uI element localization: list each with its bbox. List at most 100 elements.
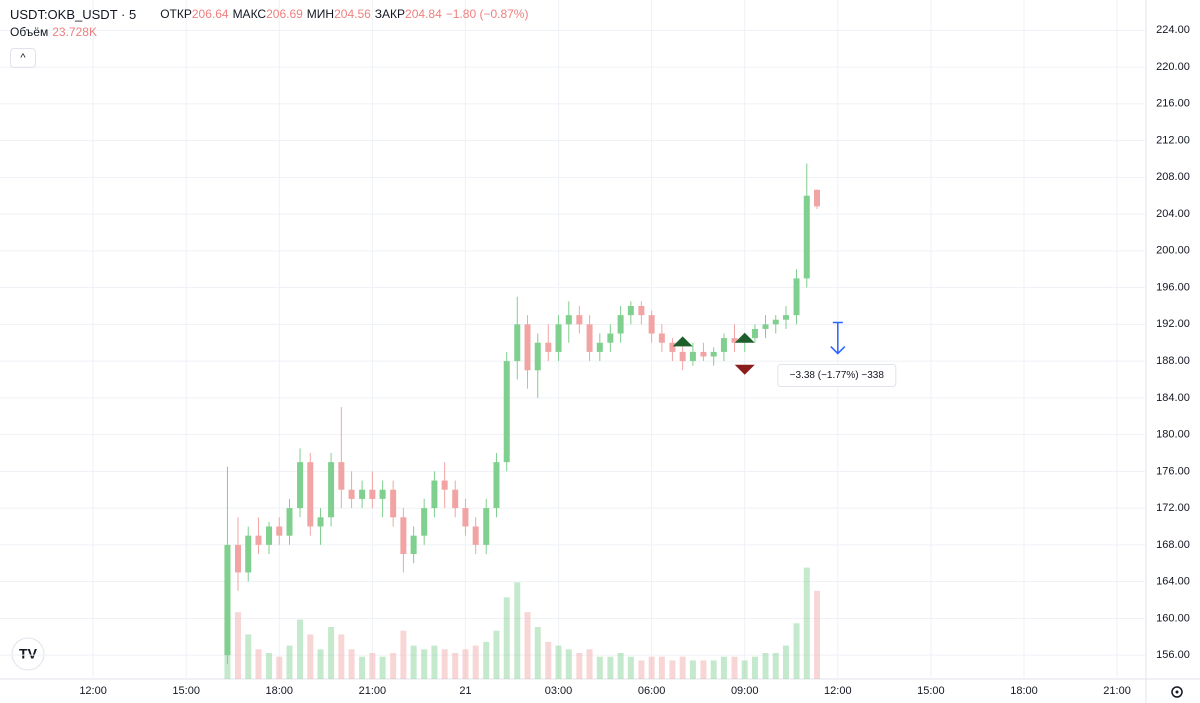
x-tick-label: 12:00 xyxy=(824,685,852,697)
volume-bar xyxy=(410,645,417,679)
measure-label: −3.38 (−1.77%) −338 xyxy=(790,370,885,381)
y-tick-label: 172.00 xyxy=(1156,502,1190,514)
candle-body xyxy=(679,351,686,362)
volume-bar xyxy=(751,656,758,679)
y-tick-label: 168.00 xyxy=(1156,539,1190,551)
candle-body xyxy=(276,526,283,536)
volume-bar xyxy=(638,660,645,679)
volume-bar xyxy=(555,645,562,679)
candle-body xyxy=(503,361,510,463)
candle-body xyxy=(689,351,696,362)
volume-bar xyxy=(586,649,593,679)
trade-marker xyxy=(672,336,693,347)
candle-body xyxy=(379,489,386,499)
candle-body xyxy=(286,508,293,536)
volume-bar xyxy=(452,653,459,679)
volume-bar xyxy=(689,660,696,679)
volume-value: 23.728K xyxy=(52,25,97,39)
volume-bar xyxy=(400,630,407,679)
x-tick-label: 09:00 xyxy=(731,685,759,697)
high-value: 206.69 xyxy=(266,7,303,21)
volume-bar xyxy=(648,656,655,679)
x-tick-label: 12:00 xyxy=(79,685,107,697)
candle-body xyxy=(369,489,376,499)
volume-bar xyxy=(596,656,603,679)
candle-body xyxy=(751,328,758,339)
volume-bar xyxy=(576,653,583,679)
volume-bar xyxy=(472,645,479,679)
candle-body xyxy=(782,315,789,320)
volume-bar xyxy=(700,660,707,679)
candle-body xyxy=(452,489,459,509)
candle-body xyxy=(307,462,314,527)
legend: USDT:OKB_USDT · 5 ОТКР 206.64 МАКС 206.69 … xyxy=(10,5,532,41)
candle-body xyxy=(627,305,634,316)
volume-bar xyxy=(245,634,252,679)
candle-body xyxy=(772,319,779,325)
candle-body xyxy=(700,351,707,357)
candle-body xyxy=(555,324,562,352)
candle-body xyxy=(576,315,583,325)
volume-bar xyxy=(421,649,428,679)
volume-bar xyxy=(348,649,355,679)
y-tick-label: 224.00 xyxy=(1156,24,1190,36)
volume-bar xyxy=(782,645,789,679)
x-tick-label: 03:00 xyxy=(545,685,573,697)
volume-bar xyxy=(565,649,572,679)
volume-bar xyxy=(255,649,262,679)
y-tick-label: 156.00 xyxy=(1156,649,1190,661)
trade-marker xyxy=(734,364,755,375)
candle-body xyxy=(607,333,614,343)
candle-body xyxy=(762,324,769,329)
volume-bar xyxy=(390,653,397,679)
change: −1.80 (−0.87%) xyxy=(445,7,529,21)
x-tick-label: 15:00 xyxy=(172,685,200,697)
candle-body xyxy=(617,315,624,334)
collapse-button[interactable]: ^ xyxy=(10,48,36,68)
candle-body xyxy=(493,462,500,509)
volume-bar xyxy=(493,630,500,679)
candle-body xyxy=(483,508,490,545)
y-tick-label: 212.00 xyxy=(1156,134,1190,146)
y-tick-label: 204.00 xyxy=(1156,208,1190,220)
volume-bar xyxy=(793,623,800,679)
y-tick-label: 160.00 xyxy=(1156,612,1190,624)
y-tick-label: 220.00 xyxy=(1156,61,1190,73)
volume-bar xyxy=(503,597,510,679)
candle-body xyxy=(638,305,645,316)
x-tick-label: 06:00 xyxy=(638,685,666,697)
volume-bar xyxy=(462,649,469,679)
candle-body xyxy=(431,480,438,509)
volume-bar xyxy=(617,653,624,679)
symbol: USDT:OKB_USDT · 5 xyxy=(10,6,137,22)
close-value: 204.84 xyxy=(405,7,442,21)
volume-bar xyxy=(514,582,521,679)
candle-body xyxy=(658,333,665,343)
volume-bar xyxy=(234,612,241,679)
volume-bar xyxy=(607,656,614,679)
candle-body xyxy=(814,189,821,207)
svg-text:TV: TV xyxy=(19,646,38,662)
volume-bar xyxy=(679,656,686,679)
candle-body xyxy=(421,508,428,536)
candle-body xyxy=(596,342,603,352)
candle-body xyxy=(348,489,355,499)
candle-body xyxy=(297,462,304,509)
volume-title: Объём xyxy=(10,25,49,39)
volume-bar xyxy=(710,660,717,679)
measure-head xyxy=(830,346,846,355)
volume-bar xyxy=(307,634,314,679)
candle-body xyxy=(669,342,676,352)
settings-icon[interactable] xyxy=(1171,686,1183,698)
tv-logo: TV xyxy=(11,637,45,671)
candle-body xyxy=(803,195,810,279)
volume-bar xyxy=(317,649,324,679)
volume-bar xyxy=(762,653,769,679)
candle-body xyxy=(224,544,231,656)
x-tick-label: 18:00 xyxy=(266,685,294,697)
candle-body xyxy=(266,526,273,545)
volume-bar xyxy=(731,656,738,679)
candle-body xyxy=(441,480,448,490)
candle-body xyxy=(514,324,521,362)
